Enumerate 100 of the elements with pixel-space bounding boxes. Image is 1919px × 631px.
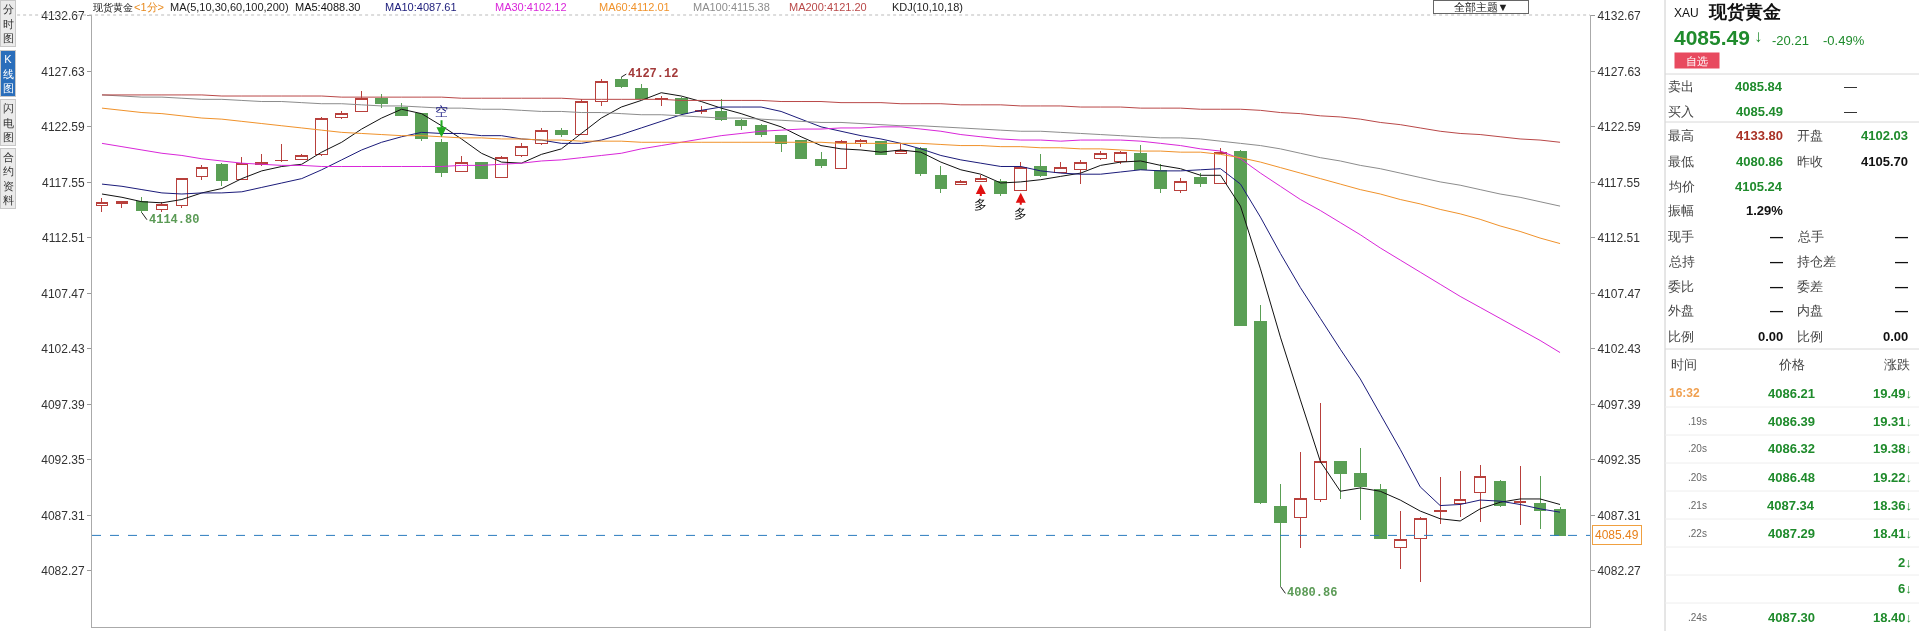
- text: —: [1770, 279, 1783, 294]
- text: MA100:4115.38: [693, 1, 770, 13]
- chart-title: 现货黄金: [93, 2, 133, 13]
- text: 4105.70: [1861, 154, 1908, 169]
- text: 0.00: [1758, 329, 1784, 344]
- text: 4114.80: [149, 213, 200, 227]
- text: 0.00: [1883, 329, 1909, 344]
- text: —: [1895, 229, 1908, 244]
- text: 18.41↓: [1873, 526, 1913, 541]
- text: 比例: [1668, 329, 1694, 344]
- text: 4133.80: [1736, 128, 1783, 143]
- text: 闪电图: [2, 102, 14, 143]
- text: 分时图: [2, 3, 14, 44]
- y-tick-label: 4092.35: [41, 453, 85, 468]
- text: 总持: [1668, 254, 1695, 269]
- text: .20s: [1688, 472, 1707, 483]
- text: .22s: [1688, 528, 1707, 539]
- text: 时间: [1671, 357, 1697, 372]
- text: 4080.86: [1287, 586, 1338, 600]
- text: 4080.86: [1736, 154, 1783, 169]
- text: 2↓: [1898, 555, 1912, 570]
- text: 现货黄金: [1708, 2, 1781, 22]
- chart-subtitle: <1分>: [134, 1, 164, 13]
- text: —: [1895, 279, 1908, 294]
- text: MA(5,10,30,60,100,200): [170, 1, 289, 13]
- text: 19.22↓: [1873, 470, 1913, 485]
- text: —: [1895, 254, 1908, 269]
- text: 18.40↓: [1873, 610, 1913, 625]
- text: 4127.12: [628, 67, 679, 81]
- ref-line-label: 4085.49: [1595, 528, 1639, 542]
- annotation: 多: [974, 197, 987, 212]
- text: 振幅: [1668, 203, 1694, 218]
- text: 总手: [1797, 229, 1824, 244]
- text: 4087.30: [1768, 610, 1815, 625]
- y2-tick-label: 4107.47: [1597, 286, 1642, 301]
- y-tick-label: 4127.63: [41, 64, 85, 79]
- text: 现手: [1668, 229, 1694, 244]
- text: —: [1844, 79, 1857, 94]
- text: 4085.49: [1736, 104, 1783, 119]
- text: ↓: [1754, 27, 1763, 46]
- y2-tick-label: 4087.31: [1597, 508, 1642, 523]
- text: —: [1844, 104, 1857, 119]
- text: 昨收: [1797, 154, 1823, 169]
- text: .21s: [1688, 500, 1707, 511]
- annotation: 空: [435, 104, 448, 119]
- text: KDJ(10,10,18): [892, 1, 963, 13]
- text: 价格: [1778, 357, 1805, 372]
- y-tick-label: 4097.39: [41, 397, 85, 412]
- text: MA5:4088.30: [295, 1, 361, 13]
- text: 19.49↓: [1873, 386, 1913, 401]
- text: .24s: [1688, 612, 1707, 623]
- text: 18.36↓: [1873, 498, 1913, 513]
- text: 4087.34: [1767, 498, 1815, 513]
- text: 开盘: [1797, 128, 1823, 143]
- y-tick-label: 4087.31: [41, 508, 85, 523]
- y-tick-label: 4102.43: [41, 342, 85, 357]
- text: MA200:4121.20: [789, 1, 867, 13]
- text: —: [1770, 254, 1783, 269]
- text: .19s: [1688, 416, 1707, 427]
- y2-tick-label: 4122.59: [1597, 120, 1642, 135]
- text: 4105.24: [1735, 179, 1783, 194]
- text: MA30:4102.12: [495, 1, 567, 13]
- text: —: [1895, 303, 1908, 318]
- annotation: 多: [1014, 206, 1027, 221]
- text: MA10:4087.61: [385, 1, 457, 13]
- text: 6↓: [1898, 581, 1912, 596]
- y2-tick-label: 4117.55: [1597, 175, 1641, 190]
- text: 4086.32: [1768, 441, 1815, 456]
- text: 4085.49: [1674, 26, 1750, 49]
- y2-tick-label: 4132.67: [1597, 9, 1642, 24]
- text: 持仓差: [1797, 254, 1836, 269]
- text: —: [1770, 303, 1783, 318]
- y2-tick-label: 4127.63: [1597, 64, 1642, 79]
- text: 卖出: [1668, 79, 1694, 94]
- text: 最低: [1668, 154, 1694, 169]
- text: 4085.84: [1735, 79, 1783, 94]
- text: 1.29%: [1746, 203, 1784, 218]
- text: 委差: [1797, 279, 1823, 294]
- y-tick-label: 4107.47: [41, 286, 85, 301]
- y-tick-label: 4117.55: [42, 175, 85, 190]
- y2-tick-label: 4082.27: [1597, 564, 1642, 579]
- y-tick-label: 4082.27: [41, 564, 85, 579]
- text: 4087.29: [1768, 526, 1815, 541]
- text: 19.38↓: [1873, 441, 1913, 456]
- text: 4086.39: [1768, 414, 1815, 429]
- text: 最高: [1668, 128, 1694, 143]
- text: MA60:4112.01: [599, 1, 670, 13]
- text: 委比: [1668, 279, 1694, 294]
- text: .20s: [1688, 443, 1707, 454]
- text: 4102.03: [1861, 128, 1908, 143]
- text: 合约资料: [2, 151, 14, 206]
- y-tick-label: 4122.59: [41, 120, 85, 135]
- text: 16:32: [1669, 386, 1701, 400]
- y-tick-label: 4112.51: [42, 231, 85, 246]
- y2-tick-label: 4092.35: [1597, 453, 1642, 468]
- text: 买入: [1668, 104, 1694, 119]
- text: 自选: [1686, 54, 1708, 67]
- text: 比例: [1797, 329, 1823, 344]
- y-tick-label: 4132.67: [41, 9, 85, 24]
- y2-tick-label: 4102.43: [1597, 342, 1642, 357]
